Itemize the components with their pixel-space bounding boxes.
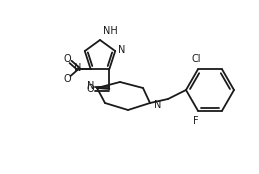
Text: N: N [118,45,126,55]
Text: N: N [87,81,94,91]
Text: F: F [193,116,199,126]
Text: NH: NH [103,26,118,36]
Text: O: O [87,84,94,94]
Text: O: O [64,54,71,64]
Text: N: N [74,63,81,73]
Text: Cl: Cl [191,54,201,64]
Text: N: N [154,100,161,110]
Text: O: O [64,74,71,84]
